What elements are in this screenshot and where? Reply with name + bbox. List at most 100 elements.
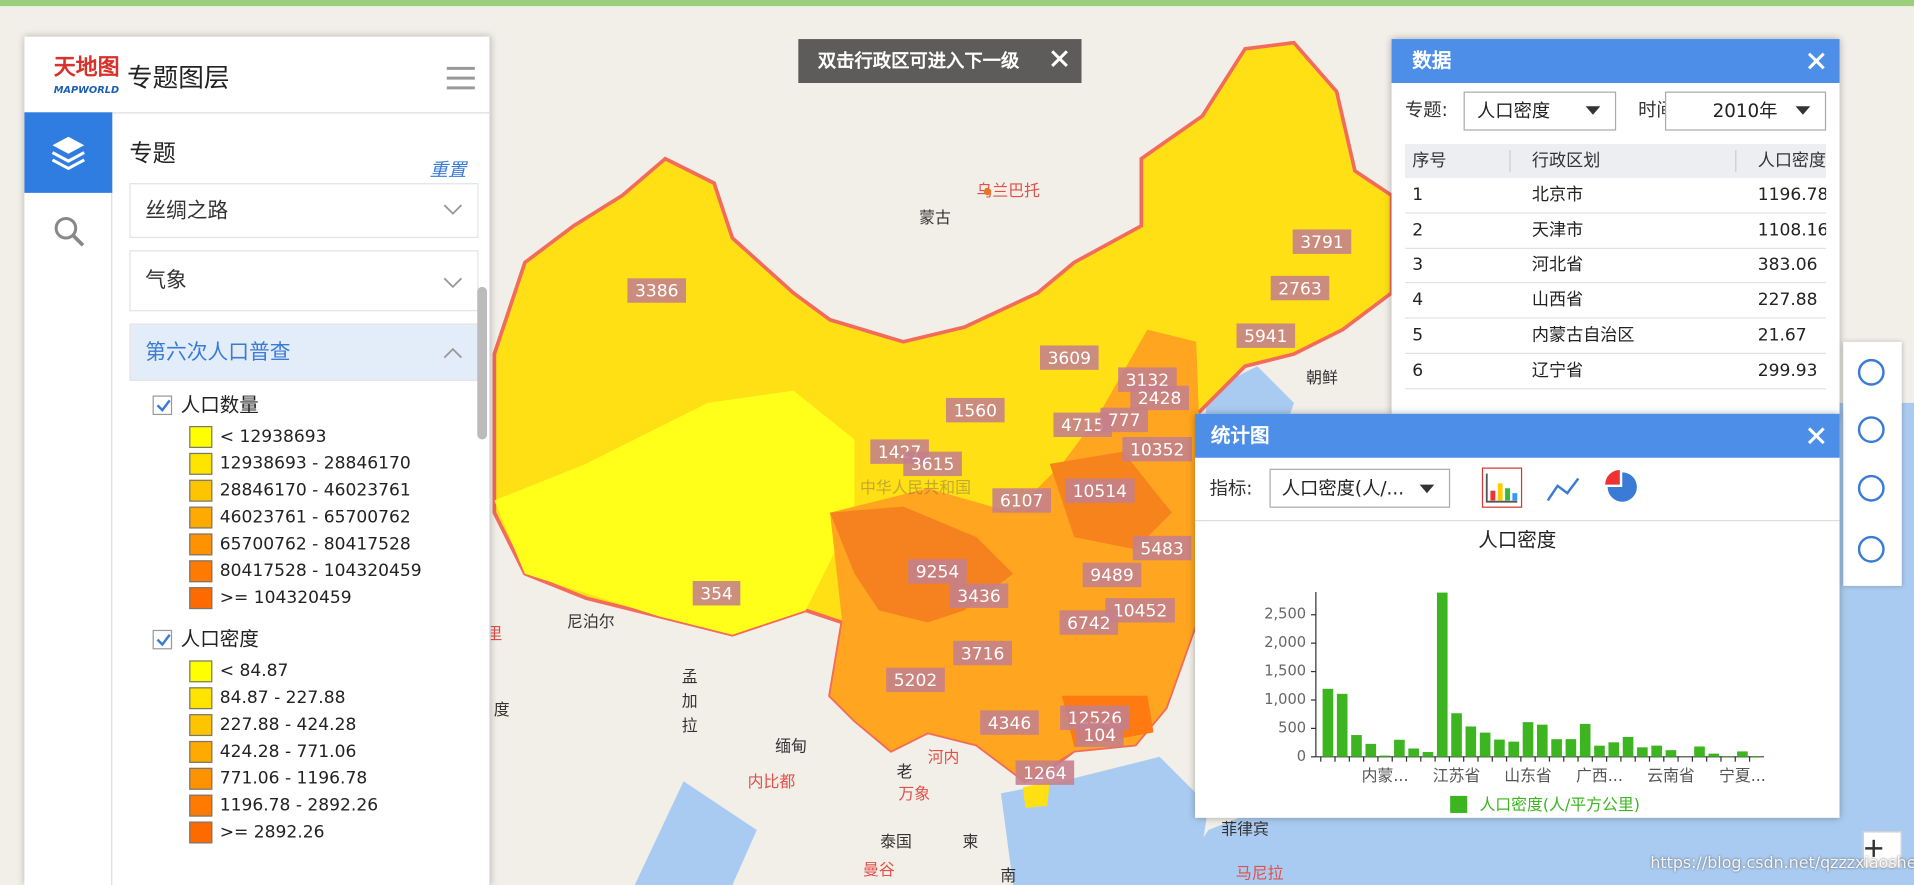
accordion-title[interactable]: 气象 <box>145 268 187 293</box>
place-label: 内比都 <box>748 772 796 791</box>
checkbox[interactable] <box>152 629 173 650</box>
table-cell: 3 <box>1412 255 1424 276</box>
table-cell: 5 <box>1412 325 1424 346</box>
place-label: 马尼拉 <box>1236 863 1284 882</box>
place-label: 缅甸 <box>775 737 807 756</box>
place-label: 孟 <box>682 667 698 686</box>
legend-label: >= 2892.26 <box>219 822 325 843</box>
region-label-box <box>1292 229 1352 254</box>
tab-thematic[interactable] <box>24 112 113 193</box>
region-label-box <box>1015 760 1075 785</box>
table-cell: 内蒙古自治区 <box>1531 325 1635 346</box>
toolbar <box>1843 341 1902 586</box>
island[interactable] <box>1022 781 1050 809</box>
header-divider <box>24 112 491 114</box>
place-label: 柬 <box>962 832 978 851</box>
logo: 天地图 <box>53 54 120 81</box>
logo-sub: MAPWORLD <box>53 84 120 96</box>
region-label-box <box>1270 275 1330 301</box>
scrollbar <box>477 286 488 440</box>
table-header-bg <box>1404 144 1827 179</box>
place-label: 度 <box>494 700 510 719</box>
legend-swatch <box>189 740 213 763</box>
region-value: 5941 <box>1244 327 1287 347</box>
chart-panel-header <box>1195 413 1840 458</box>
row-divider <box>1404 387 1827 389</box>
region-value: 9489 <box>1090 566 1133 586</box>
legend-swatch <box>189 821 213 844</box>
table-cell: 2 <box>1412 220 1424 241</box>
legend-swatch <box>189 587 213 610</box>
region-value: 3791 <box>1300 233 1343 253</box>
region-label-box <box>908 559 967 584</box>
legend-swatch <box>189 452 213 475</box>
place-label: 拉 <box>682 716 698 735</box>
region-label-box <box>949 583 1009 608</box>
region-value: 4715 <box>1061 416 1104 436</box>
region-label-box <box>1040 345 1099 370</box>
topic-select[interactable] <box>1463 91 1617 131</box>
place-label: 加 <box>682 691 698 710</box>
legend-swatch <box>189 533 213 556</box>
panel-title: 专题图层 <box>126 63 230 93</box>
legend-swatch <box>189 479 213 502</box>
checkbox[interactable] <box>152 395 173 416</box>
region-value: 10352 <box>1130 440 1184 460</box>
accordion-title[interactable]: 第六次人口普查 <box>145 339 291 365</box>
province[interactable] <box>494 390 855 635</box>
place-label: 中华人民共和国 <box>860 478 971 497</box>
place-label: 南 <box>1000 866 1016 885</box>
place-label: 乌兰巴托 <box>977 181 1041 200</box>
place-label: 曼谷 <box>863 860 895 879</box>
map-hint <box>798 39 1082 84</box>
accordion-item[interactable] <box>129 183 479 239</box>
region-value: 104 <box>1084 726 1117 746</box>
place-label: 尼泊尔 <box>567 612 615 631</box>
reset-button[interactable]: 重置 <box>429 158 467 181</box>
time-value[interactable]: 2010年 <box>1712 100 1778 123</box>
topic-value[interactable]: 人口密度 <box>1476 100 1551 123</box>
region-label-box <box>1130 385 1189 411</box>
accordion-item[interactable] <box>129 323 479 381</box>
legend-swatch <box>189 767 213 790</box>
place-label: 朝鲜 <box>1306 368 1338 387</box>
table-cell: 1108.16 <box>1757 220 1829 241</box>
legend-swatch <box>189 660 213 683</box>
row-divider <box>1404 212 1827 214</box>
legend-swatch <box>189 794 213 817</box>
region-value: 2428 <box>1138 389 1181 409</box>
table-clip <box>1826 134 1840 418</box>
chart-type-bar[interactable] <box>1481 467 1523 508</box>
region-label-box <box>953 640 1012 666</box>
region-label-box <box>692 581 741 606</box>
region-value: 1560 <box>954 401 997 421</box>
accordion-item[interactable] <box>129 250 479 312</box>
region-value: 10452 <box>1113 602 1167 622</box>
legend-label: < 84.87 <box>219 661 289 682</box>
accordion-title[interactable]: 丝绸之路 <box>145 198 229 223</box>
region-label-box <box>627 278 687 303</box>
layer-name: 人口密度 <box>180 627 259 651</box>
region-value: 6107 <box>1000 492 1043 512</box>
region-label-box <box>1082 562 1142 588</box>
legend-label: 12938693 - 28846170 <box>219 454 411 474</box>
place-label: 菲律宾 <box>1221 820 1269 839</box>
tab-label: 专题 <box>129 140 176 168</box>
place-label: 河内 <box>928 748 960 767</box>
legend-label: 1196.78 - 2892.26 <box>219 795 379 816</box>
row-divider <box>1404 317 1827 319</box>
region-value: 1264 <box>1023 764 1066 784</box>
region-value: 3716 <box>961 644 1004 664</box>
table-header: 序号 <box>1412 151 1447 171</box>
region-label-box <box>903 451 962 477</box>
zoom-in[interactable] <box>1862 831 1902 868</box>
region-value: 9254 <box>916 562 959 582</box>
legend-label: 227.88 - 424.28 <box>219 715 357 735</box>
map-hint-text: 双击行政区可进入下一级 <box>817 50 1020 73</box>
indicator-value[interactable]: 人口密度(人/... <box>1281 477 1405 500</box>
table-cell: 山西省 <box>1531 290 1584 311</box>
table-header: 人口密度 <box>1757 151 1827 171</box>
region-value: 3609 <box>1048 349 1091 369</box>
